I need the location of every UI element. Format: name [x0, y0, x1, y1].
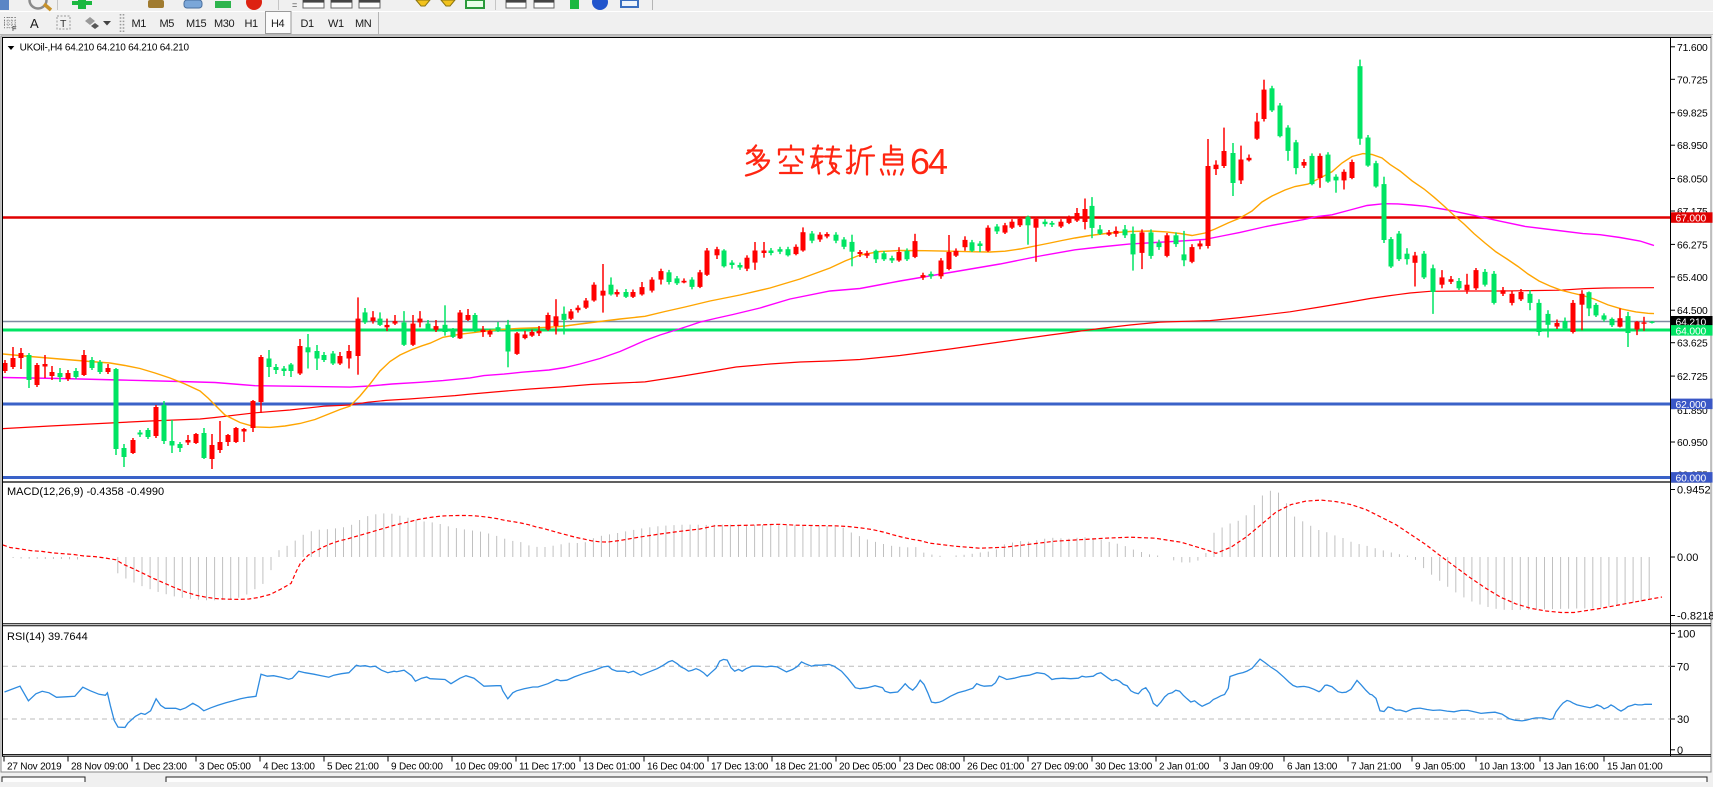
svg-text:10 Dec 09:00: 10 Dec 09:00 — [455, 762, 513, 773]
svg-text:64.210: 64.210 — [1676, 317, 1707, 328]
svg-text:7 Jan 21:00: 7 Jan 21:00 — [1351, 762, 1402, 773]
svg-text:62.000: 62.000 — [1676, 400, 1707, 411]
svg-text:26 Dec 01:00: 26 Dec 01:00 — [967, 762, 1025, 773]
svg-text:30: 30 — [1677, 714, 1689, 726]
svg-text:27 Dec 09:00: 27 Dec 09:00 — [1031, 762, 1089, 773]
svg-text:62.725: 62.725 — [1677, 372, 1708, 383]
svg-text:20 Dec 05:00: 20 Dec 05:00 — [839, 762, 897, 773]
svg-text:5 Dec 21:00: 5 Dec 21:00 — [327, 762, 379, 773]
svg-text:T: T — [60, 18, 67, 30]
svg-text:11 Dec 17:00: 11 Dec 17:00 — [519, 762, 576, 773]
svg-text:10 Jan 13:00: 10 Jan 13:00 — [1479, 762, 1535, 773]
svg-text:=: = — [292, 0, 297, 10]
svg-text:13 Jan 16:00: 13 Jan 16:00 — [1543, 762, 1599, 773]
svg-text:0.00: 0.00 — [1677, 552, 1698, 564]
svg-text:63.625: 63.625 — [1677, 339, 1708, 350]
svg-text:60.000: 60.000 — [1676, 474, 1707, 485]
svg-text:70.725: 70.725 — [1677, 75, 1708, 86]
svg-text:1 Dec 23:00: 1 Dec 23:00 — [135, 762, 187, 773]
svg-text:27 Nov 2019: 27 Nov 2019 — [7, 762, 62, 773]
svg-text:70: 70 — [1677, 661, 1689, 673]
svg-text:68.950: 68.950 — [1677, 141, 1708, 152]
svg-text:RSI(14) 39.7644: RSI(14) 39.7644 — [7, 631, 88, 643]
svg-text:6 Jan 13:00: 6 Jan 13:00 — [1287, 762, 1338, 773]
svg-text:MACD(12,26,9) -0.4358 -0.4990: MACD(12,26,9) -0.4358 -0.4990 — [7, 486, 164, 498]
svg-text:66.275: 66.275 — [1677, 240, 1708, 251]
svg-text:13 Dec 01:00: 13 Dec 01:00 — [583, 762, 641, 773]
svg-text:M15: M15 — [186, 18, 206, 30]
svg-text:69.825: 69.825 — [1677, 109, 1708, 120]
svg-text:30 Dec 13:00: 30 Dec 13:00 — [1095, 762, 1153, 773]
svg-text:17 Dec 13:00: 17 Dec 13:00 — [711, 762, 769, 773]
svg-text:4 Dec 13:00: 4 Dec 13:00 — [263, 762, 315, 773]
svg-text:18 Dec 21:00: 18 Dec 21:00 — [775, 762, 833, 773]
svg-text:3 Jan 09:00: 3 Jan 09:00 — [1223, 762, 1274, 773]
svg-text:H4: H4 — [271, 18, 285, 30]
svg-text:W1: W1 — [328, 18, 344, 30]
svg-text:M5: M5 — [160, 18, 175, 30]
svg-text:16 Dec 04:00: 16 Dec 04:00 — [647, 762, 705, 773]
svg-text:15 Jan 01:00: 15 Jan 01:00 — [1607, 762, 1663, 773]
svg-text:-0.8218: -0.8218 — [1677, 611, 1713, 623]
svg-text:9 Dec 00:00: 9 Dec 00:00 — [391, 762, 443, 773]
svg-text:28 Nov 09:00: 28 Nov 09:00 — [71, 762, 129, 773]
svg-text:67.000: 67.000 — [1676, 214, 1707, 225]
svg-text:68.050: 68.050 — [1677, 175, 1708, 186]
svg-text:71.600: 71.600 — [1677, 43, 1708, 54]
svg-text:61.850: 61.850 — [1677, 406, 1708, 417]
svg-text:2 Jan 01:00: 2 Jan 01:00 — [1159, 762, 1210, 773]
svg-text:0: 0 — [1677, 745, 1683, 757]
svg-text:MN: MN — [355, 18, 372, 30]
svg-text:60.950: 60.950 — [1677, 438, 1708, 449]
svg-text:65.400: 65.400 — [1677, 273, 1708, 284]
svg-text:9 Jan 05:00: 9 Jan 05:00 — [1415, 762, 1466, 773]
svg-text:M30: M30 — [214, 18, 234, 30]
svg-text:64.000: 64.000 — [1676, 327, 1707, 338]
svg-text:64: 64 — [910, 141, 947, 182]
svg-text:0.9452: 0.9452 — [1677, 485, 1711, 497]
svg-text:64.500: 64.500 — [1677, 306, 1708, 317]
svg-text:3 Dec 05:00: 3 Dec 05:00 — [199, 762, 251, 773]
svg-text:H1: H1 — [245, 18, 259, 30]
svg-text:F: F — [12, 24, 17, 33]
svg-text:D1: D1 — [301, 18, 315, 30]
svg-text:UKOil-,H4 64.210 64.210 64.21: UKOil-,H4 64.210 64.210 64.210 64.210 — [20, 43, 190, 54]
svg-text:M1: M1 — [132, 18, 147, 30]
svg-text:A: A — [30, 16, 39, 31]
svg-text:100: 100 — [1677, 628, 1695, 640]
svg-text:23 Dec 08:00: 23 Dec 08:00 — [903, 762, 961, 773]
